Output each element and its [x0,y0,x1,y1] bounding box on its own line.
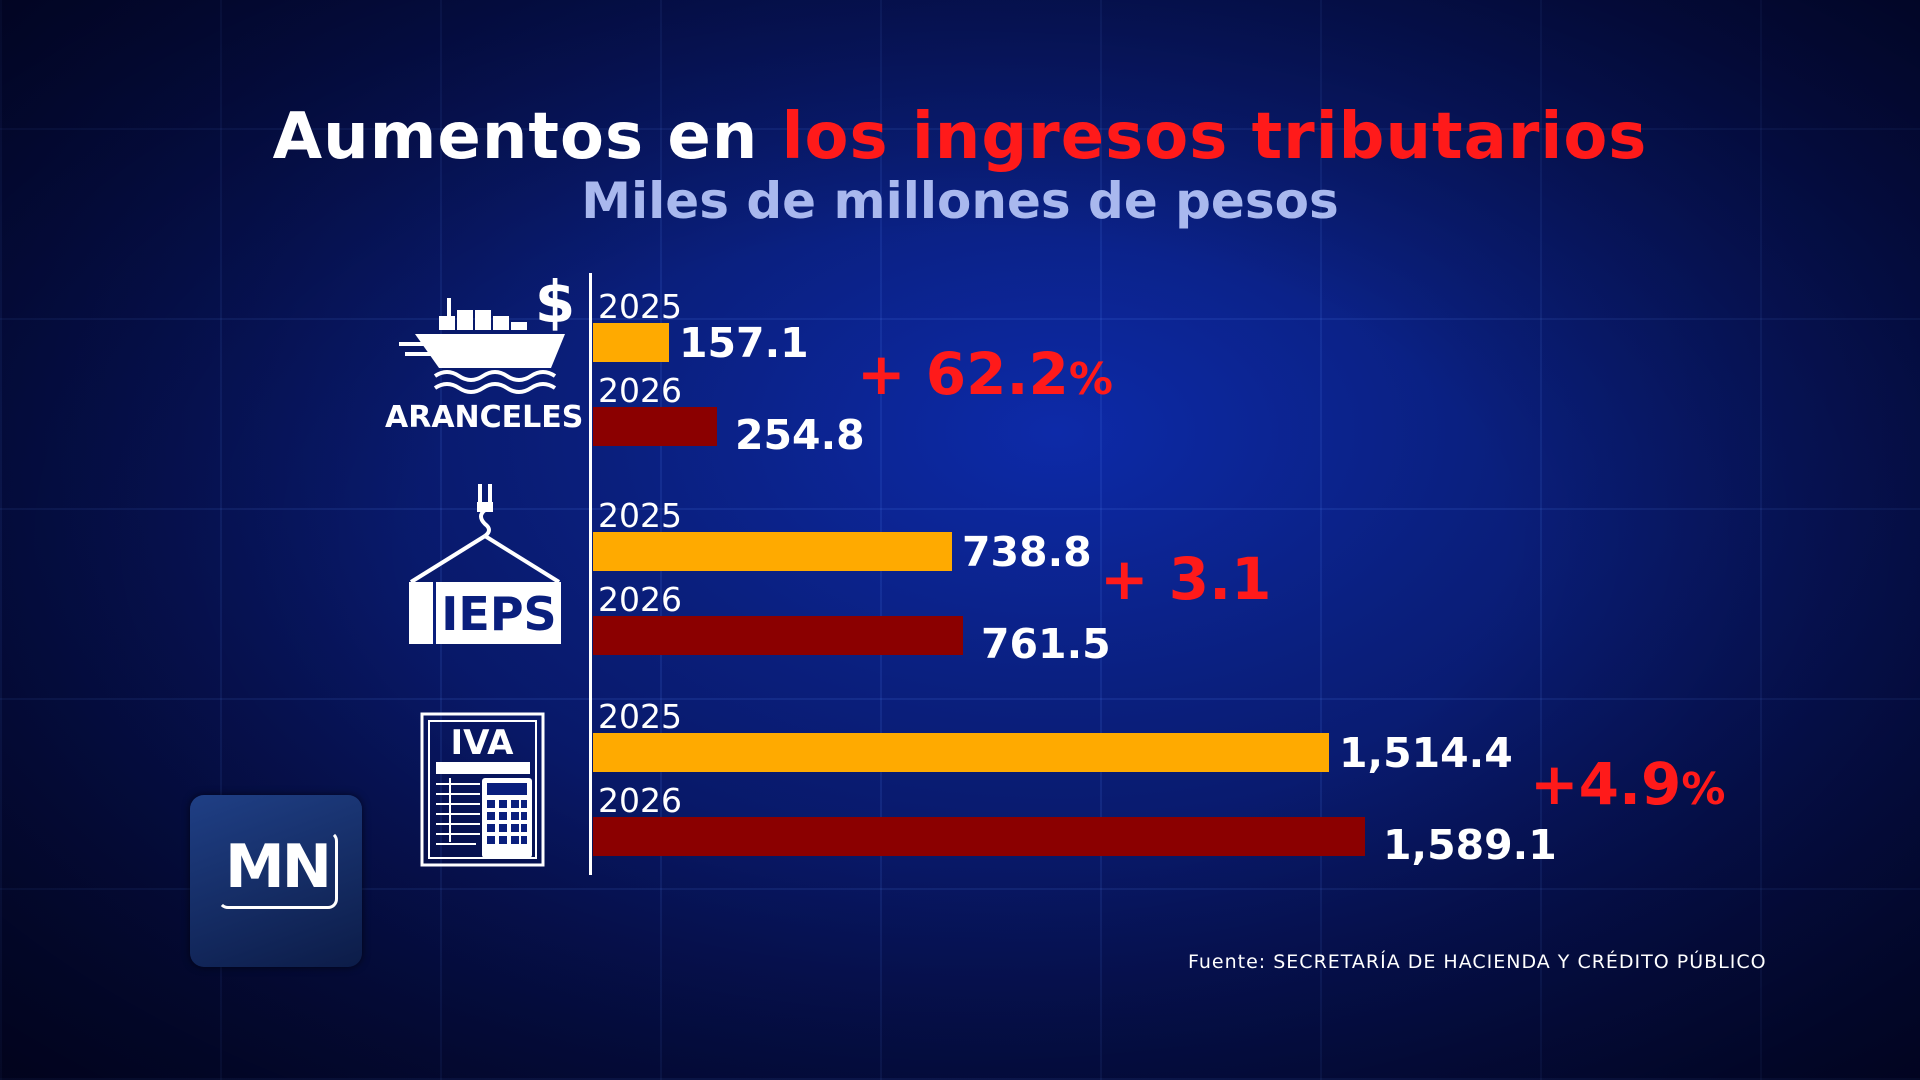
mn-logo: MN [190,795,362,967]
year-label-iva-2026: 2026 [598,781,682,820]
ieps-icon-text: IEPS [441,587,556,641]
value-label-aranceles-2026: 254.8 [735,411,865,459]
category-label-aranceles: ARANCELES [385,400,584,435]
value-label-iva-2026: 1,589.1 [1383,821,1557,869]
year-label-iva-2025: 2025 [598,697,682,736]
change-label-iva: +4.9% [1530,750,1725,818]
value-label-aranceles-2025: 157.1 [679,319,809,367]
logo-frame [218,831,338,909]
bar-iva-2026 [593,817,1365,856]
change-value-ieps: + 3.1 [1100,545,1272,613]
cargo-ship-dollar-icon: $ [399,272,575,394]
title-plain: Aumentos en [272,100,782,174]
year-label-ieps-2026: 2026 [598,580,682,619]
value-label-iva-2025: 1,514.4 [1339,729,1513,777]
change-value-iva: +4.9 [1530,750,1682,818]
bar-ieps-2025 [593,532,952,571]
invoice-calculator-icon: IVA [420,712,545,867]
bar-aranceles-2026 [593,407,717,446]
bar-aranceles-2025 [593,323,669,362]
change-unit-aranceles: % [1068,354,1113,405]
year-label-ieps-2025: 2025 [598,496,682,535]
chart-subtitle: Miles de millones de pesos [581,172,1339,230]
change-value-aranceles: + 62.2 [857,340,1069,408]
svg-text:$: $ [535,272,575,336]
logo-text: MN [225,832,332,902]
change-label-aranceles: + 62.2% [857,340,1113,408]
value-label-ieps-2025: 738.8 [962,528,1092,576]
chart-axis-line [589,273,592,875]
bar-ieps-2026 [593,616,963,655]
change-unit-iva: % [1681,764,1726,815]
value-label-ieps-2026: 761.5 [981,620,1111,668]
change-label-ieps: + 3.1 [1100,545,1272,613]
iva-icon-text: IVA [451,723,515,763]
source-note: Fuente: SECRETARÍA DE HACIENDA Y CRÉDITO… [1188,951,1767,973]
bar-iva-2025 [593,733,1329,772]
crane-container-icon: IEPS [409,484,561,644]
chart-title: Aumentos en los ingresos tributarios [0,100,1920,174]
title-highlight: los ingresos tributarios [781,100,1648,174]
year-label-aranceles-2026: 2026 [598,371,682,410]
year-label-aranceles-2025: 2025 [598,287,682,326]
